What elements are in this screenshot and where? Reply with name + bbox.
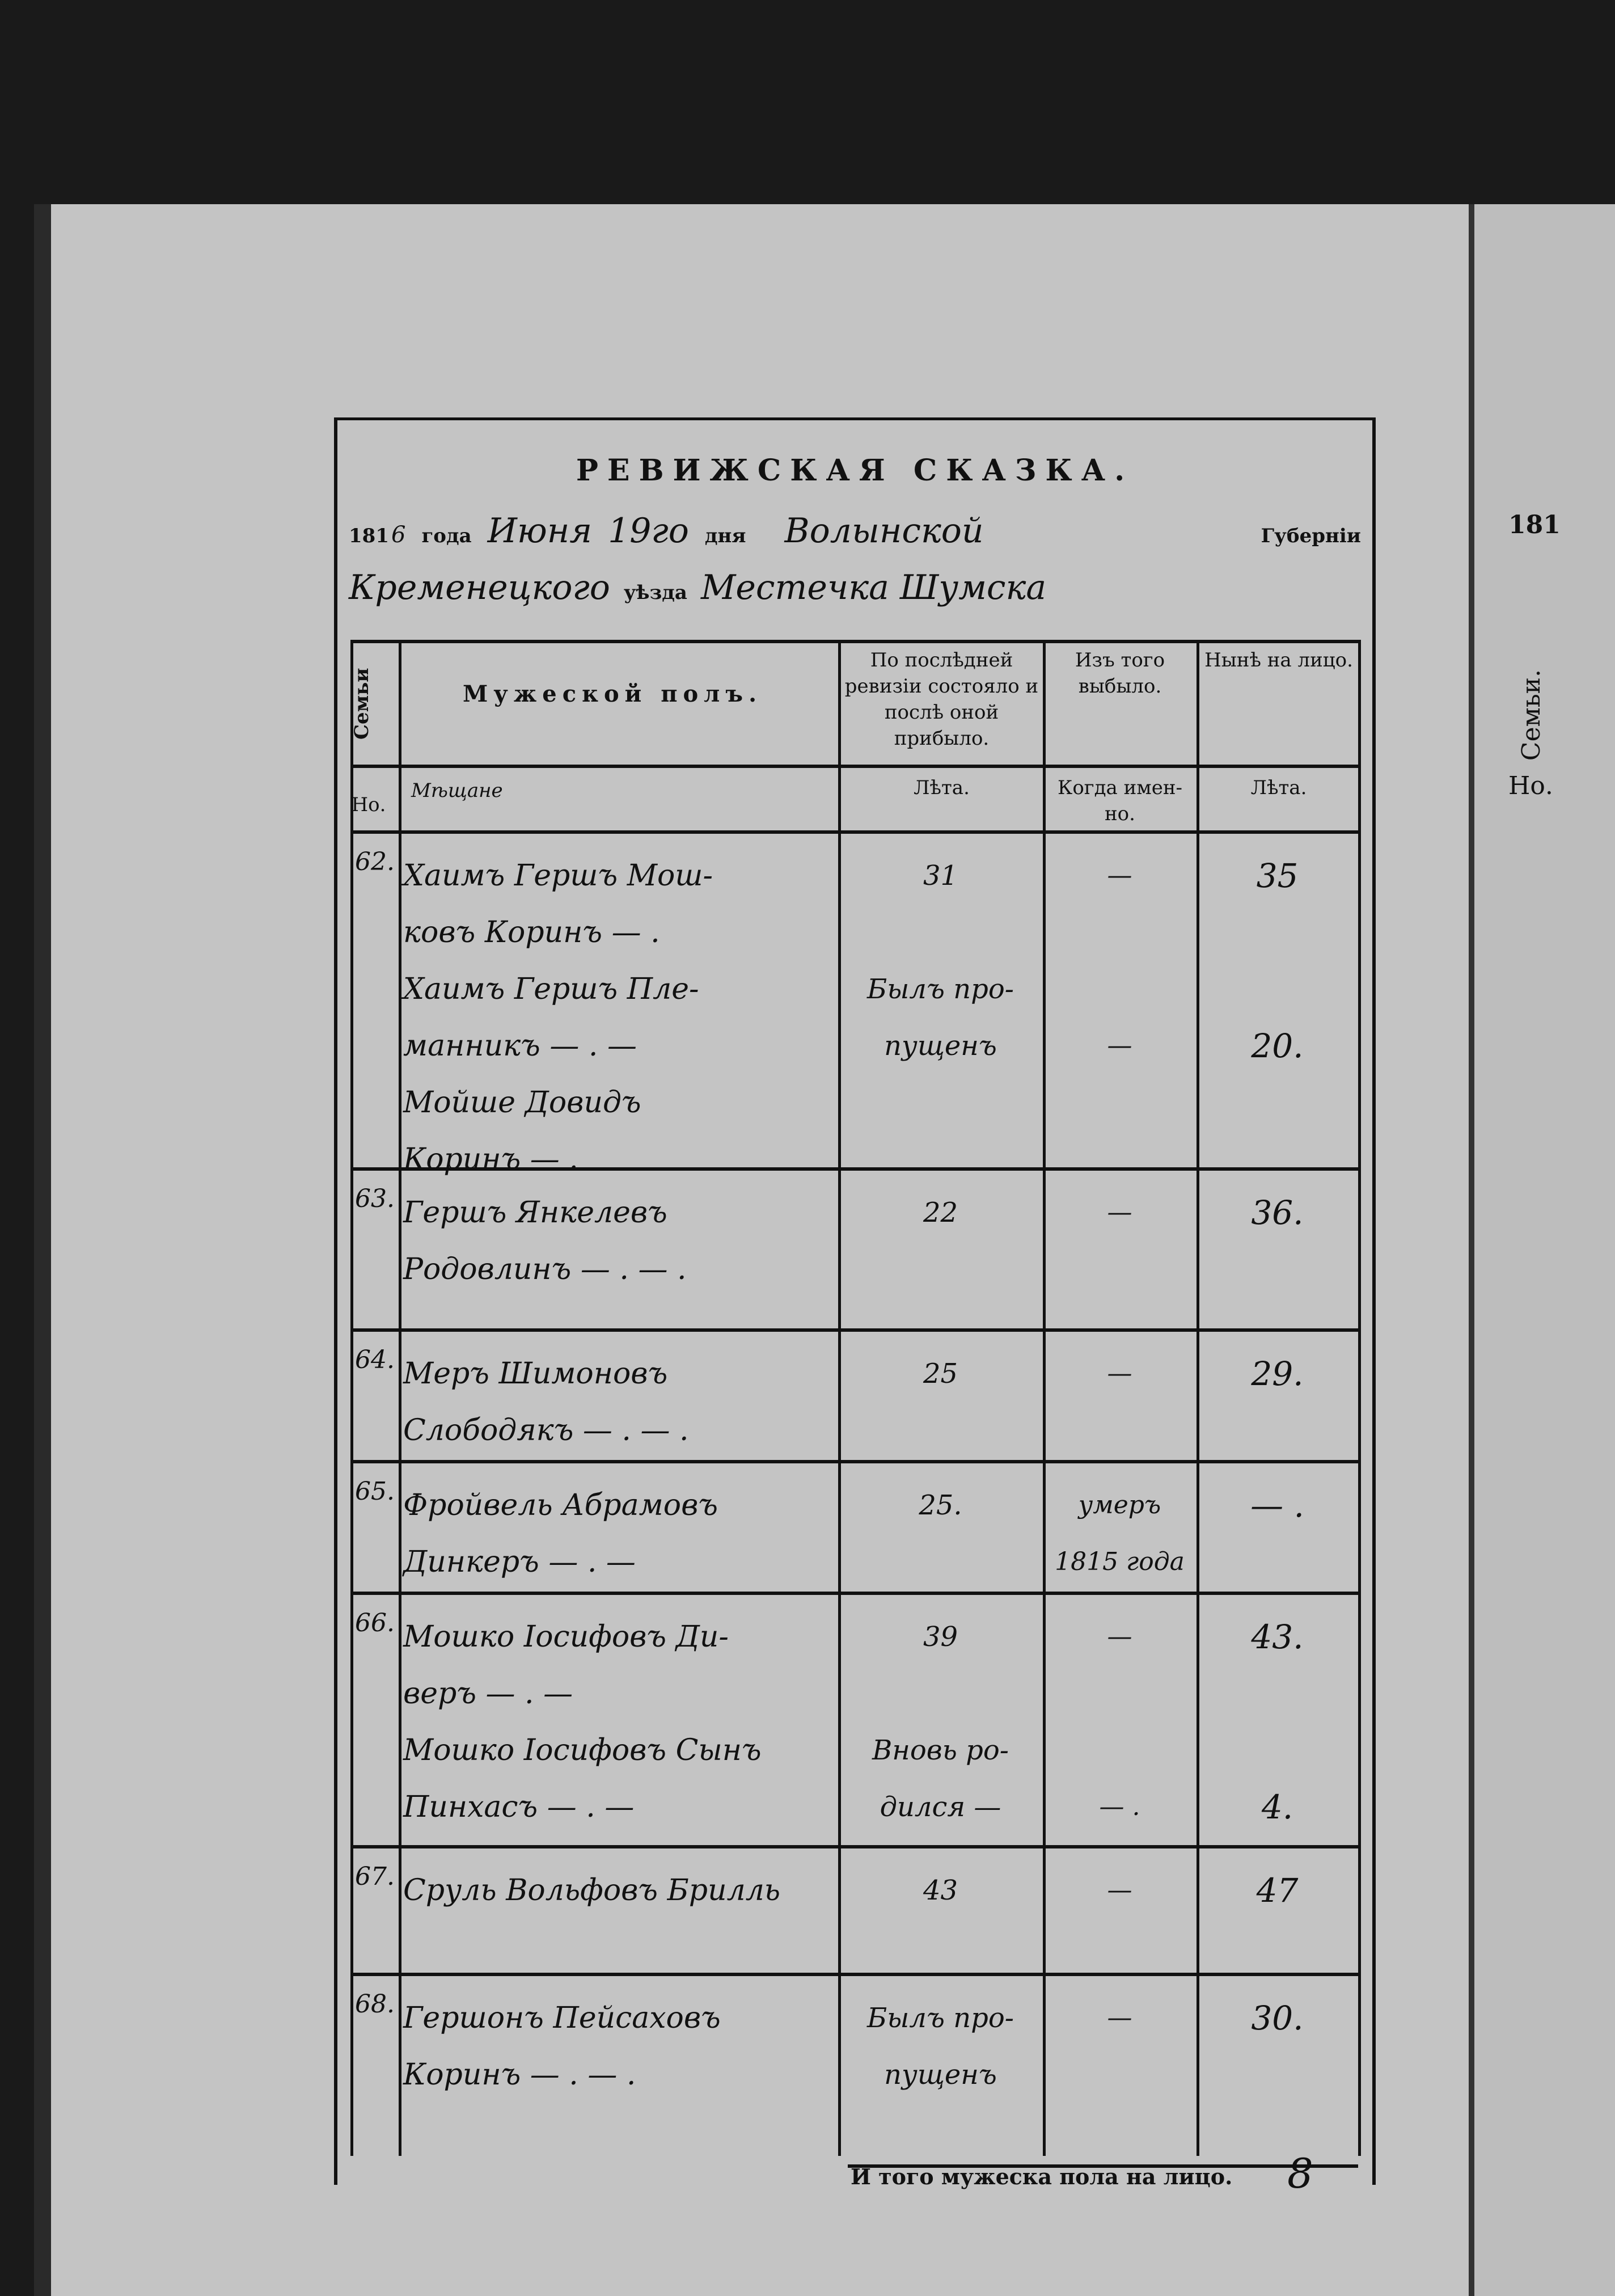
row-divider	[350, 1592, 1358, 1595]
person-name: Гершъ Янкелевъ Родовлинъ — . — .	[403, 1196, 687, 1286]
form-title: РЕВИЖСКАЯ СКАЗКА.	[576, 453, 1134, 488]
row-number: 63.	[355, 1184, 395, 1213]
province-hand: Волынской	[784, 511, 984, 551]
subheader-male-hand: Мѣщане	[411, 779, 503, 802]
place-line: Кременецкого уѣзда Местечка Шумска	[349, 568, 1361, 607]
age-last-revision: 39 Вновь ро- дился —	[872, 1621, 1009, 1823]
age-last-revision: 25.	[919, 1489, 962, 1521]
row-divider	[350, 830, 1358, 834]
departed-when: —	[1107, 1876, 1132, 1905]
person-name: Гершонъ Пейсаховъ Коринъ — . — .	[403, 2001, 721, 2092]
row-divider	[350, 1973, 1358, 1976]
day-label: дня	[704, 525, 746, 547]
date-line: 181 6 года Июня 19го дня Волынской Губер…	[349, 511, 1361, 551]
age-last-revision: Былъ про- пущенъ	[867, 2002, 1014, 2091]
year-prefix: 181	[349, 525, 389, 547]
row-number: 66.	[355, 1609, 395, 1637]
column-divider	[1043, 640, 1046, 2156]
row-number: 65.	[355, 1477, 395, 1506]
departed-when: умеръ 1815 года	[1055, 1491, 1185, 1576]
header-male: Мужеской полъ.	[462, 681, 762, 707]
age-present: 30.	[1251, 1999, 1304, 2037]
row-divider	[350, 765, 1358, 768]
year-hand: 6	[391, 522, 406, 548]
departed-when: — — .	[1099, 1622, 1140, 1821]
subheader-number: Но.	[351, 794, 386, 816]
age-present: 47	[1256, 1871, 1299, 1910]
departed-when: — —	[1107, 861, 1132, 1060]
footer-total: 8	[1287, 2150, 1313, 2197]
header-family: Семьи	[350, 668, 373, 740]
column-divider	[838, 640, 841, 2156]
document-page-right-partial: 181 Семьи. Но.	[1469, 204, 1615, 2296]
town-hand: Местечка Шумска	[700, 568, 1047, 607]
age-present: 29.	[1251, 1354, 1304, 1393]
person-name: Меръ Шимоновъ Слободякъ — . — .	[403, 1357, 689, 1447]
header-departed: Изъ того выбыло.	[1075, 649, 1165, 698]
departed-when: —	[1107, 1198, 1132, 1227]
subheader-departed: Когда имен- но.	[1058, 776, 1182, 825]
row-number: 64.	[355, 1345, 395, 1374]
month-hand: Июня	[487, 511, 593, 551]
district-label: уѣзда	[623, 581, 687, 604]
column-divider	[350, 640, 353, 2156]
revision-form: РЕВИЖСКАЯ СКАЗКА. 181 6 года Июня 19го д…	[334, 417, 1376, 2185]
age-present: — .	[1250, 1486, 1304, 1525]
district-hand: Кременецкого	[349, 568, 610, 607]
row-divider	[350, 1845, 1358, 1848]
row-number: 67.	[355, 1862, 395, 1891]
row-divider	[350, 1460, 1358, 1463]
row-number: 68.	[355, 1990, 395, 2019]
column-divider	[399, 640, 401, 2156]
footer-rule	[848, 2164, 1358, 2168]
row-divider	[350, 640, 1358, 643]
age-last-revision: 43	[923, 1875, 958, 1906]
day-hand: 19го	[608, 511, 689, 551]
age-last-revision: 25	[923, 1358, 958, 1390]
departed-when: —	[1107, 1359, 1132, 1388]
row-number: 62.	[355, 847, 395, 876]
person-name: Мошко Іосифовъ Ди- веръ — . — Мошко Іоси…	[403, 1620, 762, 1824]
next-page-family-header: Семьи.	[1517, 669, 1546, 761]
next-page-year: 181	[1508, 510, 1561, 539]
age-last-revision: 22	[923, 1197, 958, 1229]
person-name: Хаимъ Гершъ Мош- ковъ Коринъ — . Хаимъ Г…	[403, 859, 713, 1176]
row-divider	[350, 1167, 1358, 1171]
age-present: 43. 4.	[1251, 1618, 1304, 1826]
column-divider	[1197, 640, 1199, 2156]
header-present: Нынѣ на лицо.	[1204, 649, 1353, 672]
departed-when: —	[1107, 2003, 1132, 2032]
person-name: Фройвель Абрамовъ Динкеръ — . —	[403, 1488, 718, 1579]
province-label: Губерніи	[1261, 525, 1361, 547]
person-name: Сруль Вольфовъ Брилль	[403, 1873, 781, 1907]
age-present: 35 20.	[1251, 856, 1304, 1065]
document-page-left	[34, 204, 1480, 2296]
next-page-number-header: Но.	[1508, 771, 1553, 800]
year-label: года	[421, 525, 472, 547]
header-last-revision: По послѣдней ревизіи состояло и послѣ он…	[844, 649, 1039, 750]
column-divider	[1358, 640, 1361, 2156]
age-last-revision: 31 Былъ про- пущенъ	[867, 860, 1014, 1062]
subheader-present: Лѣта.	[1250, 776, 1307, 799]
footer-label: И того мужеска пола на лицо.	[851, 2164, 1233, 2189]
row-divider	[350, 1328, 1358, 1332]
subheader-last-revision: Лѣта.	[914, 776, 970, 799]
age-present: 36.	[1251, 1193, 1304, 1232]
